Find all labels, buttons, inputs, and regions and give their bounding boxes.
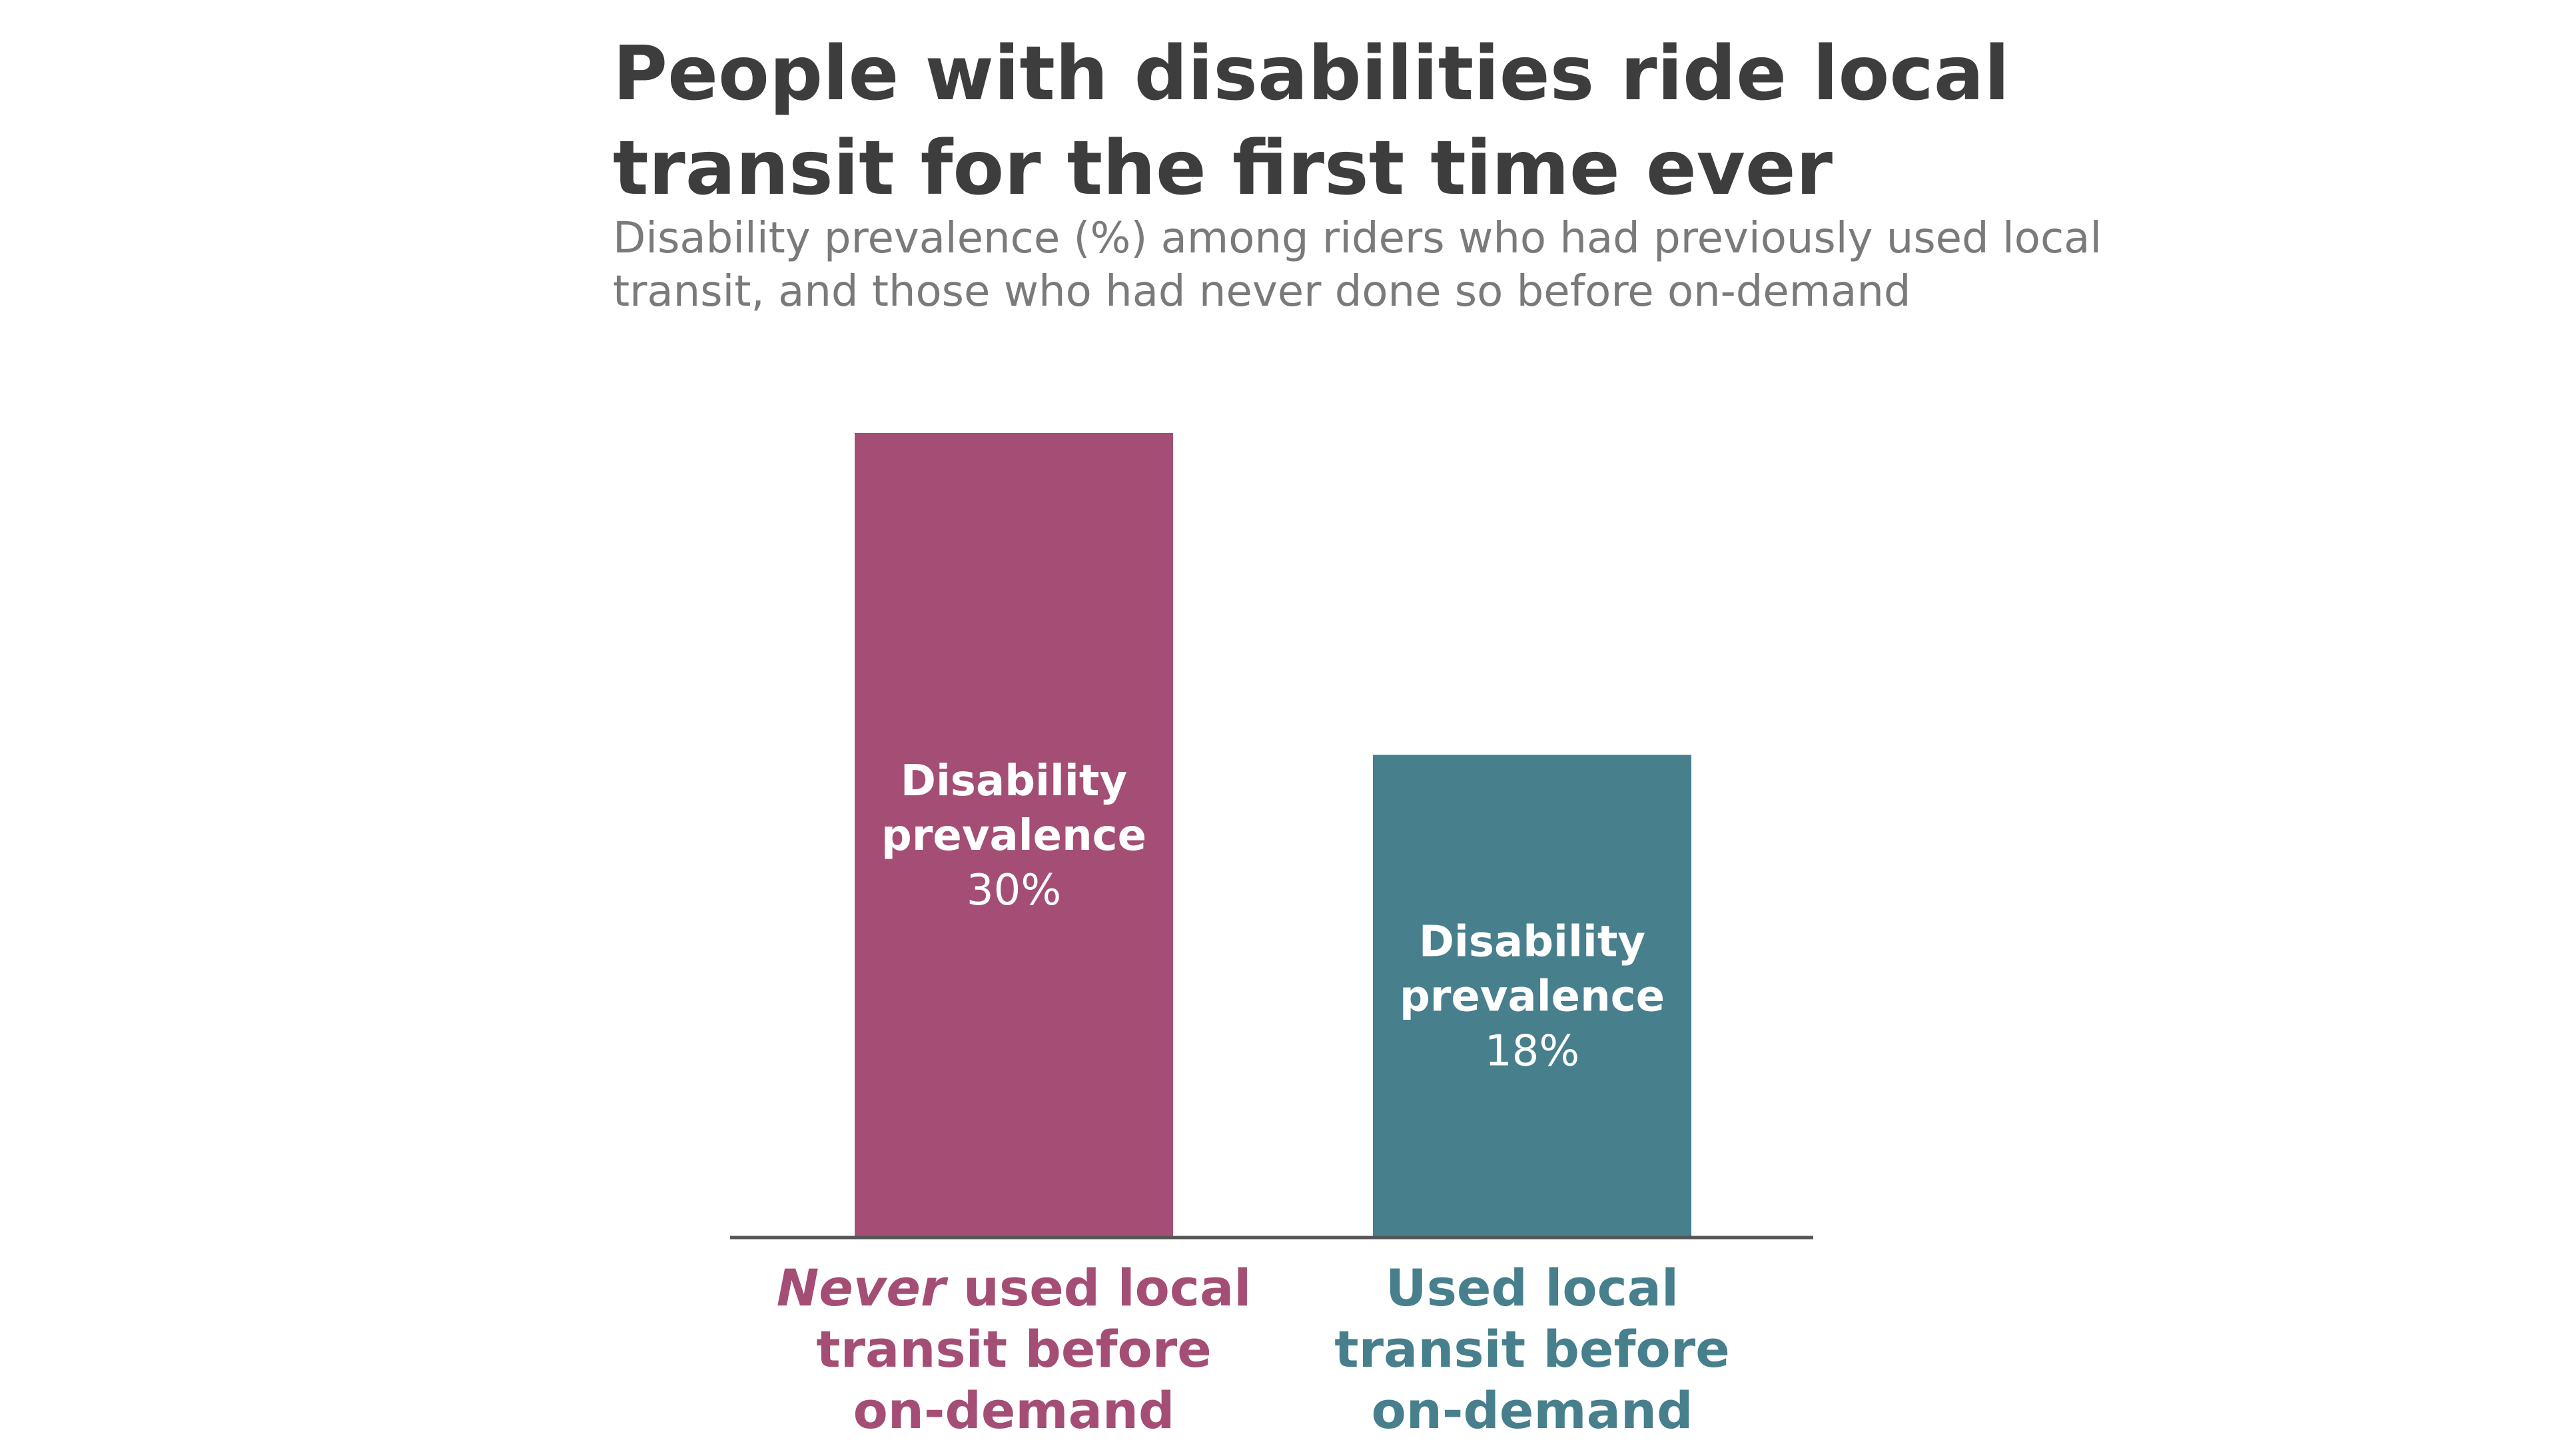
- category-label-2: transit before: [1334, 1319, 1730, 1379]
- bar-2: [1373, 755, 1691, 1238]
- category-label-1: transit before: [816, 1319, 1212, 1379]
- category-label-1: Never used local: [777, 1258, 1252, 1317]
- bar-label-1: prevalence: [881, 811, 1146, 861]
- bar-1: [855, 433, 1173, 1238]
- category-label-1: on-demand: [853, 1381, 1175, 1440]
- bar-label-2: Disability: [1419, 918, 1645, 967]
- category-label-2: on-demand: [1372, 1381, 1693, 1440]
- bar-label-1: Disability: [901, 757, 1127, 806]
- chart-title: People with disabilities ride local tran…: [613, 31, 2010, 212]
- category-label-2: Used local: [1386, 1258, 1679, 1317]
- data-label-2: 18%: [1485, 1027, 1579, 1076]
- chart-subtitle: Disability prevalence (%) among riders w…: [613, 214, 2102, 316]
- data-label-1: 30%: [967, 866, 1061, 915]
- bar-label-2: prevalence: [1400, 972, 1665, 1022]
